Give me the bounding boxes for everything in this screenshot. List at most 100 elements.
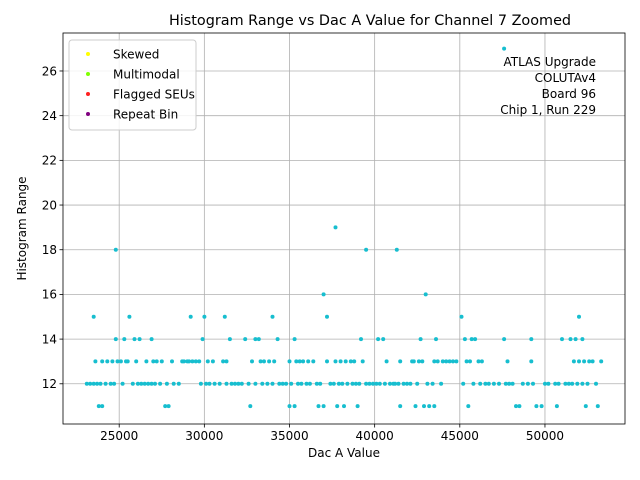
data-point [108, 381, 113, 386]
legend-box [68, 39, 197, 131]
y-tick-label: 14 [42, 332, 57, 346]
data-point [299, 381, 304, 386]
data-point [163, 404, 168, 409]
data-point [568, 337, 573, 342]
data-point [388, 381, 392, 386]
data-point [265, 381, 270, 386]
data-point [398, 359, 403, 364]
data-point [534, 404, 539, 409]
x-tick-label: 35000 [270, 429, 308, 443]
data-point [505, 359, 510, 364]
data-point [321, 404, 326, 409]
data-point [197, 359, 202, 364]
data-point [127, 314, 132, 319]
data-point [149, 381, 154, 386]
data-point [314, 381, 319, 386]
run-info-annotation: ATLAS Upgrade COLUTAv4 Board 96 Chip 1, … [500, 55, 596, 117]
data-point [205, 359, 210, 364]
data-point [435, 359, 440, 364]
data-point [181, 359, 186, 364]
data-point [144, 359, 149, 364]
data-point [100, 404, 105, 409]
data-point [158, 381, 163, 386]
legend-label: Repeat Bin [113, 107, 178, 121]
data-point [376, 337, 381, 342]
data-point [430, 381, 435, 386]
data-point [270, 314, 275, 319]
annotation-line: Board 96 [542, 87, 596, 101]
data-point [248, 404, 253, 409]
data-point [486, 381, 491, 386]
chart-title: Histogram Range vs Dac A Value for Chann… [169, 13, 571, 29]
data-point [360, 359, 365, 364]
data-point [468, 359, 472, 364]
data-point [416, 359, 421, 364]
data-point [188, 314, 193, 319]
data-point [275, 337, 280, 342]
data-point [272, 359, 277, 364]
data-point [491, 381, 496, 386]
data-point [432, 404, 437, 409]
data-point [153, 381, 157, 386]
data-point [454, 359, 459, 364]
legend-marker [86, 72, 90, 76]
data-point [577, 359, 581, 364]
data-point [338, 359, 343, 364]
y-tick-label: 20 [42, 198, 57, 212]
data-point [357, 381, 362, 386]
y-axis-ticks: 12 14 16 18 20 22 24 26 [42, 64, 63, 391]
data-point [384, 359, 389, 364]
data-point [466, 404, 471, 409]
data-point [113, 247, 118, 252]
data-point [325, 359, 329, 364]
data-point [497, 381, 501, 386]
data-point [91, 314, 96, 319]
data-point [88, 381, 93, 386]
data-point [517, 404, 522, 409]
x-tick-label: 30000 [185, 429, 223, 443]
data-point [301, 359, 306, 364]
data-point [359, 337, 363, 342]
legend-label: Multimodal [113, 67, 180, 81]
data-point [154, 359, 159, 364]
data-point [503, 381, 508, 386]
data-point [229, 381, 234, 386]
data-point [224, 359, 229, 364]
data-point [243, 337, 248, 342]
data-point [560, 337, 564, 342]
data-point [381, 337, 386, 342]
data-point [502, 46, 507, 51]
data-point [343, 359, 348, 364]
data-point [394, 247, 399, 252]
data-point [595, 404, 600, 409]
data-point [502, 337, 507, 342]
data-point [227, 337, 232, 342]
data-point [307, 381, 312, 386]
y-tick-label: 18 [42, 243, 57, 257]
data-point [571, 359, 576, 364]
data-point [353, 381, 358, 386]
data-point [222, 314, 227, 319]
data-point [325, 314, 329, 319]
data-point [193, 359, 198, 364]
data-point [125, 359, 130, 364]
data-point [204, 381, 209, 386]
data-point [554, 404, 559, 409]
data-point [217, 381, 222, 386]
data-point [553, 381, 558, 386]
plot-frame [62, 32, 626, 425]
data-point [115, 359, 120, 364]
data-point [478, 381, 483, 386]
data-point [411, 359, 416, 364]
data-point [335, 404, 340, 409]
data-point [471, 381, 476, 386]
x-tick-label: 40000 [356, 429, 394, 443]
data-point [451, 359, 455, 364]
data-point [529, 337, 534, 342]
data-point [514, 404, 518, 409]
data-point [292, 337, 297, 342]
data-point [531, 381, 535, 386]
data-point [253, 337, 258, 342]
data-point [91, 381, 96, 386]
data-point [439, 381, 444, 386]
